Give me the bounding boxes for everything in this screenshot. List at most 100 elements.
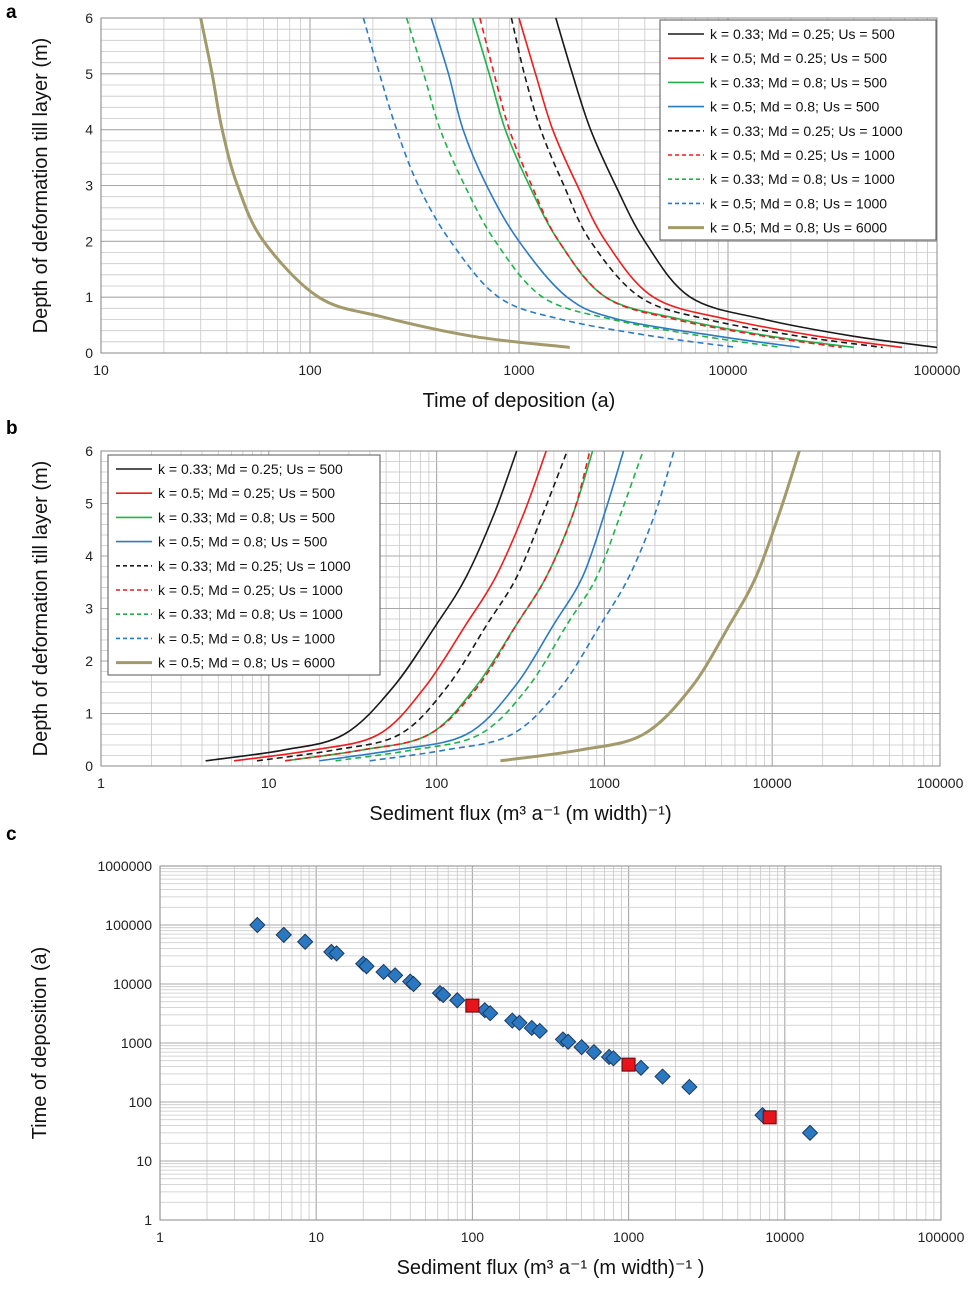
panel-c-letter: c	[6, 824, 17, 845]
y-tick-label: 4	[85, 122, 93, 138]
series-line	[362, 17, 737, 349]
y-tick-label: 1000000	[97, 858, 152, 874]
x-tick-label: 1000	[589, 775, 620, 791]
x-tick-label: 10	[308, 1229, 324, 1245]
y-axis-label: Depth of deformation till layer (m)	[30, 38, 52, 334]
legend-entry: k = 0.33; Md = 0.8; Us = 500	[710, 74, 887, 90]
series-line	[319, 450, 625, 762]
panel-a: 10 100 1000 10000 100000 0 1 2 3 4 5 6 Time of depos…	[30, 10, 961, 412]
series-line	[518, 17, 903, 349]
series-line	[335, 450, 644, 762]
legend-entry: k = 0.33; Md = 0.25; Us = 500	[710, 26, 895, 42]
scatter-group	[249, 916, 819, 1142]
y-tick-label: 5	[85, 66, 93, 82]
series-line	[233, 450, 547, 762]
diamond-marker	[275, 926, 292, 944]
legend-entry: k = 0.5; Md = 0.8; Us = 6000	[158, 655, 335, 671]
diamond-marker	[654, 1068, 671, 1085]
diamond-marker	[358, 958, 375, 975]
y-tick-label: 3	[85, 601, 93, 617]
legend-entry: k = 0.5; Md = 0.25; Us = 500	[710, 50, 887, 66]
diamond-marker	[405, 975, 422, 993]
x-tick-label: 10000	[765, 1229, 804, 1245]
y-tick-label: 1	[85, 289, 93, 305]
legend-entry: k = 0.33; Md = 0.25; Us = 1000	[710, 123, 903, 139]
panel-c: 1 10 100 1000 10000 100000 1 10 100 1000 10000 1000…	[29, 858, 965, 1279]
y-tick-label: 100000	[105, 917, 152, 933]
y-axis-label: Time of deposition (a)	[29, 947, 51, 1140]
y-tick-label: 5	[85, 496, 93, 512]
series-line	[500, 450, 801, 763]
diamond-marker	[511, 1014, 528, 1032]
series-line	[430, 17, 800, 349]
legend-entry: k = 0.5; Md = 0.8; Us = 6000	[710, 220, 887, 236]
x-tick-label: 1000	[613, 1229, 644, 1245]
x-tick-label: 100	[461, 1229, 485, 1245]
x-axis-label: Time of deposition (a)	[423, 390, 616, 412]
diamond-marker	[605, 1050, 622, 1067]
series-line	[369, 450, 675, 762]
series-line	[256, 450, 568, 762]
series-line	[510, 17, 883, 349]
diamond-marker	[585, 1043, 603, 1061]
diamond-marker	[328, 945, 345, 962]
y-tick-label: 6	[85, 443, 93, 459]
x-tick-label: 100000	[917, 775, 964, 791]
series-line	[405, 17, 782, 349]
legend-entry: k = 0.33; Md = 0.25; Us = 1000	[158, 558, 351, 574]
diamond-marker	[573, 1038, 590, 1056]
x-tick-label: 1000	[503, 362, 534, 378]
diamond-marker	[632, 1059, 650, 1076]
y-tick-label: 0	[85, 758, 93, 774]
diamond-marker	[531, 1022, 548, 1040]
legend: k = 0.33; Md = 0.25; Us = 500 k = 0.5; Md…	[659, 19, 937, 241]
panel-a-letter: a	[6, 2, 17, 23]
gridlines	[100, 17, 937, 354]
y-tick-label: 3	[85, 178, 93, 194]
y-tick-label: 10000	[113, 976, 152, 992]
x-tick-label: 10	[261, 775, 277, 791]
series-line	[284, 450, 591, 762]
y-tick-label: 4	[85, 548, 93, 564]
square-marker	[762, 1110, 777, 1125]
diamond-marker	[434, 986, 452, 1004]
y-tick-label: 1	[144, 1212, 152, 1228]
plot-frame	[100, 450, 941, 767]
x-tick-label: 10000	[753, 775, 792, 791]
x-axis-label: Sediment flux (m³ a⁻¹ (m width)⁻¹ )	[397, 1257, 705, 1279]
x-tick-label: 10	[93, 362, 109, 378]
y-tick-label: 1000	[121, 1035, 152, 1051]
square-marker	[621, 1057, 636, 1072]
legend: k = 0.33; Md = 0.25; Us = 500 k = 0.5; Md…	[107, 454, 381, 676]
series-line	[205, 450, 518, 762]
legend-box	[107, 454, 381, 676]
panel-b-letter: b	[6, 418, 18, 439]
legend-entry: k = 0.5; Md = 0.8; Us = 1000	[710, 195, 887, 211]
plot-frame	[159, 865, 942, 1221]
y-tick-label: 2	[85, 233, 93, 249]
series-group	[205, 450, 801, 763]
x-axis-label: Sediment flux (m³ a⁻¹ (m width)⁻¹)	[369, 803, 671, 825]
series-line	[555, 17, 938, 349]
diamond-marker	[481, 1004, 499, 1022]
x-tick-label: 100000	[914, 362, 961, 378]
x-tick-label: 1	[97, 775, 105, 791]
y-tick-label: 2	[85, 653, 93, 669]
series-line	[479, 17, 842, 349]
x-tick-label: 100	[298, 362, 322, 378]
square-marker	[465, 998, 480, 1013]
legend-entry: k = 0.5; Md = 0.8; Us = 500	[710, 99, 879, 115]
legend-entry: k = 0.5; Md = 0.25; Us = 500	[158, 485, 335, 501]
x-tick-label: 100	[425, 775, 449, 791]
gridlines	[159, 866, 941, 1221]
diamond-marker	[559, 1033, 577, 1050]
legend-entry: k = 0.33; Md = 0.8; Us = 1000	[158, 606, 343, 622]
legend-entry: k = 0.33; Md = 0.8; Us = 500	[158, 509, 335, 525]
legend-entry: k = 0.5; Md = 0.8; Us = 500	[158, 534, 327, 550]
y-axis-label: Depth of deformation till layer (m)	[30, 461, 52, 757]
y-tick-label: 100	[129, 1094, 153, 1110]
series-line	[199, 17, 570, 349]
gridlines	[100, 450, 940, 767]
